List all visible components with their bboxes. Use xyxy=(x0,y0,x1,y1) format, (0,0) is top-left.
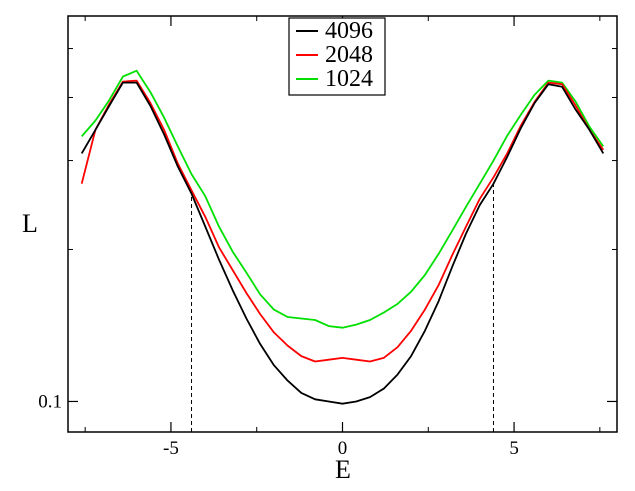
y-axis-label: L xyxy=(22,209,38,238)
series-layer xyxy=(80,69,605,405)
y-tick-label: 0.1 xyxy=(38,391,62,412)
legend-label-1024: 1024 xyxy=(325,66,373,92)
series-line-2048 xyxy=(80,79,605,363)
legend-label-2048: 2048 xyxy=(325,42,373,68)
legend-label-4096: 4096 xyxy=(325,18,373,44)
x-tick-label: 0 xyxy=(338,438,348,459)
x-ticks: -5 0 5 xyxy=(84,16,601,459)
x-axis-label: E xyxy=(335,455,351,484)
y-ticks: 0.1 xyxy=(38,48,617,412)
x-tick-label: 5 xyxy=(509,438,519,459)
x-tick-label: -5 xyxy=(163,438,179,459)
vertical-markers xyxy=(191,183,494,432)
series-line-4096 xyxy=(80,81,605,405)
series-line-1024 xyxy=(81,69,605,329)
